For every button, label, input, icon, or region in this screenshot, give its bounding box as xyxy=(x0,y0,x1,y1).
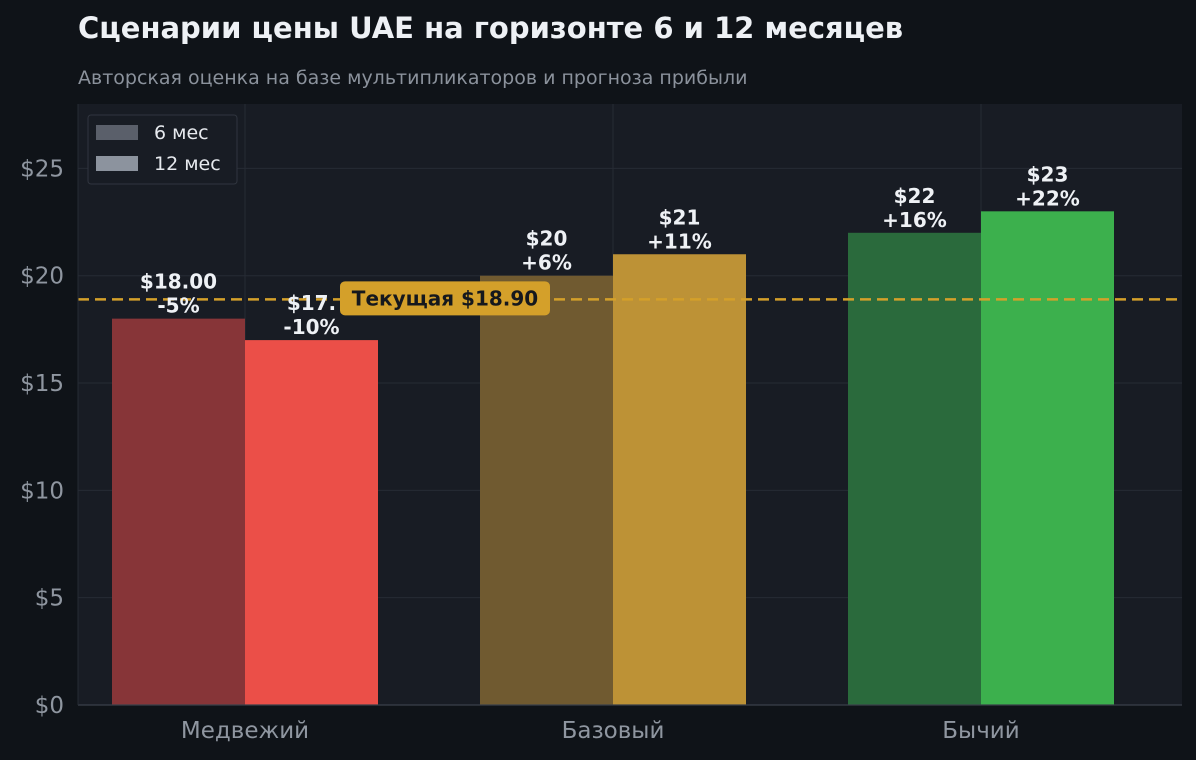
y-tick-label: $5 xyxy=(35,586,64,612)
reference-line-group: Текущая $18.90 xyxy=(78,281,1182,316)
bar xyxy=(480,275,613,705)
bar-value-label: $21 xyxy=(659,205,701,229)
bar-value-label: $18.00 xyxy=(140,270,217,294)
chart-title: Сценарии цены UAE на горизонте 6 и 12 ме… xyxy=(78,11,903,45)
bar-value-label: $17. xyxy=(287,291,336,315)
bars xyxy=(112,211,1114,706)
bar-change-label: +16% xyxy=(882,208,947,232)
bar xyxy=(848,232,981,706)
y-tick-label: $0 xyxy=(35,693,64,719)
legend-swatch xyxy=(96,125,138,140)
y-tick-label: $25 xyxy=(20,156,64,182)
bar-change-label: -10% xyxy=(283,315,339,339)
legend-label: 12 мес xyxy=(154,153,221,175)
bar-value-label: $22 xyxy=(894,184,936,208)
bar-change-label: +6% xyxy=(521,251,572,275)
legend-swatch xyxy=(96,156,138,171)
axes: $0 $5 $10 $15 $20 $25 Медвежий Базовый Бычий xyxy=(20,104,1182,744)
bar xyxy=(245,340,378,705)
bar-labels: $18.00-5% $20+6% $22+16% $17.-10% $21+11% $23… xyxy=(140,162,1080,339)
x-tick-label: Медвежий xyxy=(181,718,309,744)
x-tick-label: Базовый xyxy=(562,718,665,744)
y-tick-label: $20 xyxy=(20,264,64,290)
legend: 6 мес 12 мес xyxy=(87,114,238,185)
y-tick-label: $10 xyxy=(20,478,64,504)
bar xyxy=(981,211,1114,706)
bar xyxy=(613,254,746,705)
legend-label: 6 мес xyxy=(154,122,209,144)
bar-change-label: +22% xyxy=(1015,186,1080,210)
reference-label-box xyxy=(340,281,550,316)
bar-change-label: -5% xyxy=(157,294,199,318)
reference-label: Текущая $18.90 xyxy=(352,286,538,310)
chart-subtitle: Авторская оценка на базе мультипликаторо… xyxy=(78,67,747,89)
bar-change-label: +11% xyxy=(647,229,712,253)
bar-value-label: $23 xyxy=(1027,162,1069,186)
x-tick-label: Бычий xyxy=(942,718,1019,744)
y-tick-label: $15 xyxy=(20,371,64,397)
bar-value-label: $20 xyxy=(526,227,568,251)
bar xyxy=(112,318,245,705)
